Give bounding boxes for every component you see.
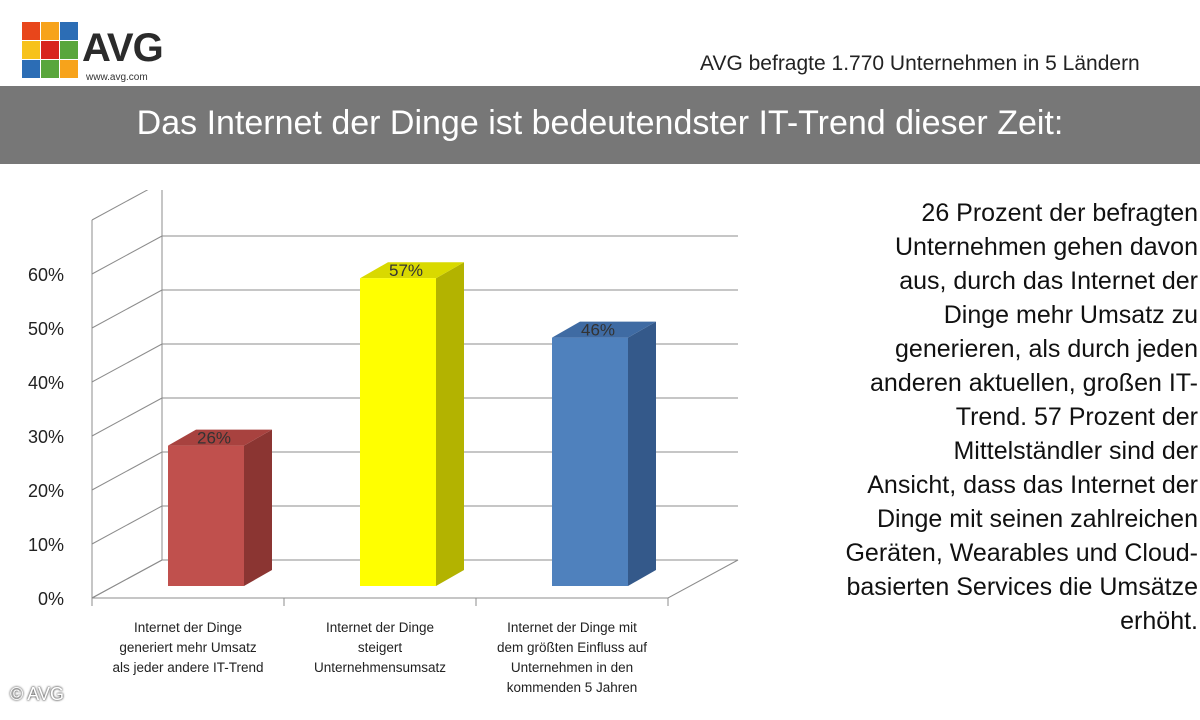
y-tick-label: 40%	[28, 373, 64, 393]
data-label: 57%	[389, 261, 423, 280]
y-tick-label: 30%	[28, 427, 64, 447]
x-tick-label: steigert	[358, 640, 403, 655]
bar-top	[360, 262, 464, 279]
grid-side-line	[91, 289, 163, 329]
bar-side	[244, 429, 272, 586]
data-label: 26%	[197, 429, 231, 448]
bar-top	[168, 429, 272, 446]
bar	[360, 278, 436, 586]
copyright-notice: © AVG	[10, 684, 64, 704]
x-tick-label: Unternehmen in den	[511, 660, 633, 675]
title-banner: Das Internet der Dinge ist bedeutendster…	[0, 86, 1200, 164]
x-tick-label: als jeder andere IT-Trend	[112, 660, 263, 675]
page-title: Das Internet der Dinge ist bedeutendster…	[136, 104, 1064, 142]
bar	[552, 337, 628, 586]
brand-name: AVG	[82, 26, 164, 70]
grid-side-line	[91, 505, 163, 545]
x-tick-label: generiert mehr Umsatz	[119, 640, 257, 655]
x-tick-label: Internet der Dinge	[326, 620, 434, 635]
x-tick-label: Unternehmensumsatz	[314, 660, 446, 675]
explanation-text: 26 Prozent der befragten Unternehmen geh…	[845, 199, 1198, 635]
y-tick-label: 20%	[28, 481, 64, 501]
grid-side-line	[91, 190, 149, 221]
data-label: 46%	[581, 321, 615, 340]
bar-chart: 0% 10% 20% 30% 40% 50% 60% 26% Internet der Ding…	[28, 190, 739, 695]
y-tick-label: 0%	[38, 589, 64, 609]
x-tick-label: Internet der Dinge mit	[507, 620, 637, 635]
grid-side-line	[91, 397, 163, 437]
grid-side-line	[91, 451, 163, 491]
bar	[168, 445, 244, 586]
bar-side	[436, 262, 464, 586]
brand-url: www.avg.com	[86, 72, 148, 83]
x-tick-label: dem größten Einfluss auf	[497, 640, 647, 655]
y-tick-label: 50%	[28, 319, 64, 339]
survey-note: AVG befragte 1.770 Unternehmen in 5 Länd…	[700, 52, 1140, 75]
avg-logo-mark-icon	[22, 22, 78, 78]
bar-side	[628, 321, 656, 586]
bar-top	[552, 321, 656, 338]
grid-side-line	[91, 343, 163, 383]
y-tick-label: 10%	[28, 535, 64, 555]
avg-logo: AVG www.avg.com	[22, 18, 172, 88]
y-tick-label: 60%	[28, 265, 64, 285]
x-tick-label: kommenden 5 Jahren	[507, 680, 638, 695]
grid-side-line	[91, 235, 163, 275]
x-tick-label: Internet der Dinge	[134, 620, 242, 635]
